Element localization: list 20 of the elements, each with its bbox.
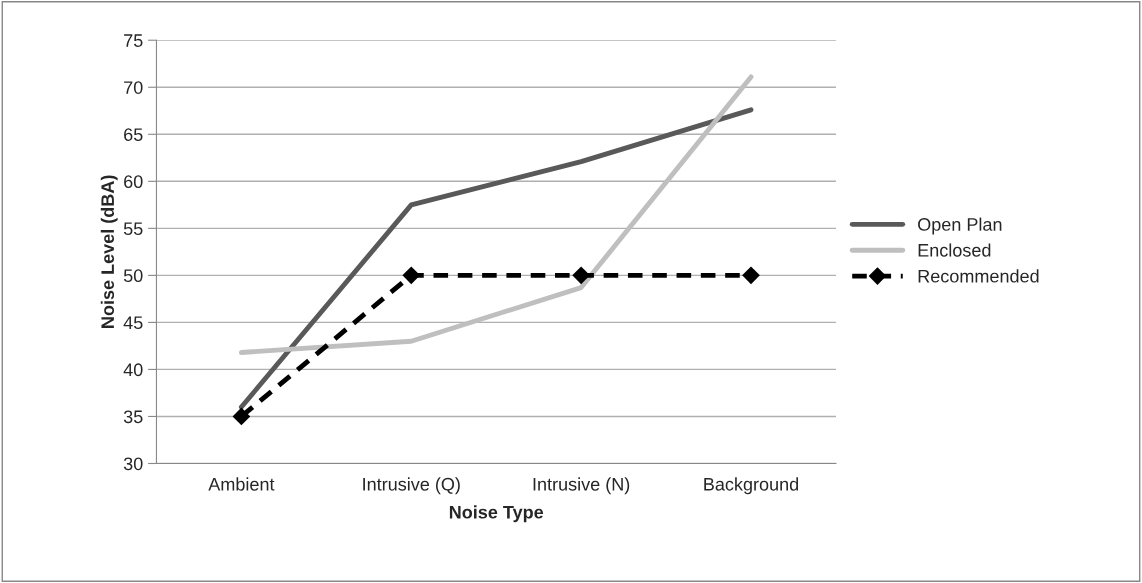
y-tick-label: 60 — [124, 175, 143, 189]
legend-label: Open Plan — [918, 217, 1002, 235]
x-axis-title: Noise Type — [449, 505, 544, 523]
x-tick-label: Intrusive (N) — [533, 477, 630, 495]
y-tick-label: 40 — [123, 363, 143, 377]
y-tick-label: 50 — [123, 269, 143, 283]
y-tick-label: 30 — [123, 457, 143, 471]
y-tick-label: 45 — [123, 316, 143, 330]
x-tick-label: Ambient — [208, 477, 275, 491]
legend-label: Recommended — [918, 269, 1039, 283]
line-series — [238, 74, 754, 355]
y-tick-label: 75 — [124, 34, 143, 47]
y-tick-label: 70 — [124, 81, 143, 94]
x-tick-label: Background — [704, 477, 799, 495]
y-tick-label: 65 — [124, 128, 143, 141]
y-axis-title: Noise Level (dBA) — [100, 175, 118, 328]
y-tick-label: 55 — [123, 222, 143, 236]
y-tick-label: 35 — [123, 410, 143, 424]
legend-label: Enclosed — [918, 243, 991, 257]
x-tick-label: Intrusive (Q) — [363, 477, 460, 495]
